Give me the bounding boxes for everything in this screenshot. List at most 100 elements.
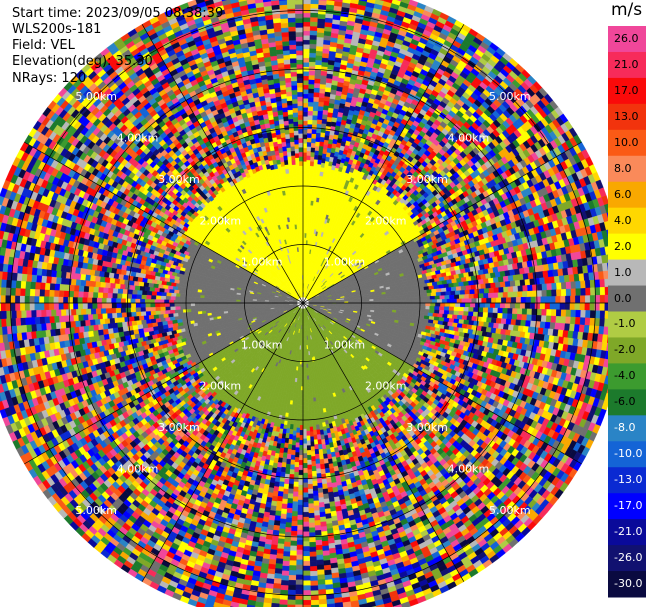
velocity-gate — [302, 44, 311, 50]
velocity-gate — [498, 323, 505, 330]
velocity-gate — [486, 297, 492, 304]
velocity-gate — [421, 296, 427, 301]
velocity-gate — [316, 119, 323, 125]
velocity-gate — [302, 152, 308, 158]
velocity-gate — [486, 317, 492, 324]
velocity-gate — [448, 306, 455, 312]
velocity-gate — [438, 309, 445, 315]
velocity-gate — [560, 309, 567, 318]
velocity-gate — [302, 48, 310, 54]
velocity-gate — [397, 305, 402, 309]
velocity-gate — [464, 289, 471, 295]
velocity-gate — [311, 124, 318, 130]
velocity-gate — [312, 110, 319, 116]
velocity-gate — [504, 280, 511, 288]
velocity-gate — [466, 298, 472, 304]
velocity-gate — [305, 205, 309, 211]
velocity-gate — [544, 321, 551, 330]
velocity-gate — [512, 324, 519, 332]
velocity-gate — [565, 288, 572, 297]
velocity-gate — [570, 316, 576, 325]
velocity-gate — [305, 177, 310, 184]
velocity-gate — [326, 121, 332, 127]
velocity-gate — [580, 287, 586, 296]
velocity-gate — [519, 302, 526, 310]
velocity-gate — [313, 91, 320, 98]
velocity-gate — [478, 279, 485, 285]
velocity-gate — [594, 318, 601, 327]
velocity-gate — [455, 302, 461, 308]
velocity-gate — [458, 281, 465, 287]
velocity-gate — [443, 310, 450, 315]
velocity-gate — [425, 305, 430, 310]
velocity-gate — [594, 279, 601, 288]
velocity-gate — [316, 128, 322, 134]
velocity-gate — [487, 307, 494, 314]
velocity-gate — [575, 288, 582, 297]
velocity-gate — [570, 288, 577, 297]
velocity-gate — [322, 109, 329, 116]
velocity-gate — [421, 308, 426, 313]
velocity-gate — [468, 311, 474, 317]
velocity-gate — [311, 128, 317, 135]
velocity-gate — [302, 17, 311, 23]
velocity-gate — [531, 290, 538, 298]
velocity-gate — [468, 293, 475, 299]
velocity-gate — [473, 320, 480, 327]
velocity-gate — [434, 295, 441, 300]
velocity-gate — [302, 39, 311, 45]
velocity-gate — [302, 147, 308, 153]
velocity-gate — [322, 113, 329, 120]
velocity-gate — [511, 313, 518, 321]
velocity-gate — [514, 279, 521, 287]
velocity-gate — [315, 50, 324, 57]
velocity-gate — [539, 321, 546, 329]
velocity-gate — [594, 310, 601, 319]
velocity-gate — [302, 35, 311, 41]
velocity-gate — [549, 302, 556, 310]
velocity-gate — [506, 313, 513, 320]
velocity-gate — [483, 293, 489, 299]
velocity-gate — [551, 309, 557, 317]
velocity-gate — [306, 137, 312, 143]
velocity-gate — [318, 97, 325, 103]
velocity-gate — [309, 25, 318, 31]
velocity-gate — [559, 322, 566, 331]
velocity-gate — [319, 136, 326, 143]
velocity-gate — [559, 302, 566, 311]
velocity-gate — [318, 0, 328, 1]
velocity-gate — [454, 290, 461, 296]
velocity-gate — [525, 296, 532, 304]
velocity-gate — [309, 174, 314, 180]
velocity-gate — [426, 292, 432, 297]
velocity-gate — [329, 98, 336, 105]
velocity-gate — [476, 298, 482, 304]
velocity-gate — [423, 299, 428, 304]
velocity-gate — [497, 292, 504, 299]
velocity-gate — [397, 297, 403, 301]
velocity-gate — [468, 307, 474, 313]
velocity-gate — [544, 276, 551, 285]
velocity-gate — [519, 279, 526, 287]
velocity-gate — [322, 43, 331, 50]
velocity-gate — [583, 272, 590, 282]
velocity-gate — [315, 64, 322, 70]
velocity-gate — [589, 310, 596, 319]
velocity-gate — [308, 88, 315, 94]
velocity-gate — [589, 295, 596, 304]
velocity-gate — [302, 107, 309, 113]
velocity-gate — [511, 297, 517, 304]
velocity-gate — [480, 273, 487, 280]
velocity-gate — [530, 296, 537, 304]
velocity-gate — [588, 325, 595, 334]
velocity-gate — [302, 21, 311, 27]
velocity-gate — [560, 288, 567, 297]
velocity-gate — [555, 309, 562, 317]
velocity-gate — [385, 298, 391, 302]
velocity-gate — [531, 314, 537, 322]
velocity-gate — [470, 302, 476, 308]
velocity-gate — [310, 16, 319, 23]
velocity-gate — [322, 48, 330, 54]
velocity-gate — [512, 285, 519, 293]
velocity-gate — [302, 84, 309, 90]
